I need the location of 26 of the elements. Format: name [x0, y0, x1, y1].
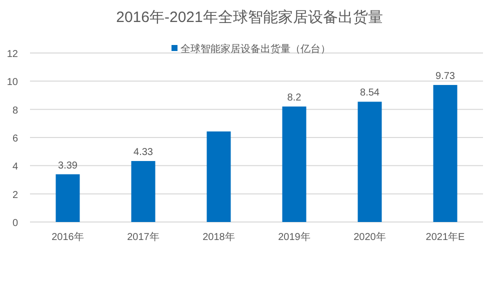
- x-tick-label: 2018年: [202, 231, 235, 243]
- text: 3.39: [58, 160, 78, 172]
- bar: [282, 106, 306, 222]
- x-tick-label: 2021年E: [426, 231, 466, 243]
- y-tick-label: 12: [6, 49, 18, 60]
- y-tick-label: 0: [12, 218, 18, 229]
- y-tick-label: 10: [6, 77, 18, 88]
- text: 4.33: [134, 147, 153, 158]
- y-tick-label: 2: [12, 190, 18, 201]
- text: 8.2: [287, 92, 302, 104]
- x-tick-label: 2020年: [354, 231, 386, 243]
- chart-title: 2016年-2021年全球智能家居设备出货量: [116, 9, 383, 26]
- x-tick-label: 2017年: [127, 231, 160, 243]
- text: 8.54: [360, 88, 380, 99]
- x-tick-label: 2019年: [278, 231, 310, 243]
- y-tick-label: 4: [12, 162, 18, 173]
- y-tick-label: 6: [12, 134, 18, 144]
- text: 9.73: [436, 70, 455, 82]
- y-tick-label: 8: [12, 105, 18, 116]
- bar: [56, 174, 80, 222]
- bar: [358, 102, 382, 222]
- bar: [206, 131, 231, 222]
- bar: [433, 84, 458, 222]
- legend-label: 全球智能家居设备出货量（亿台）: [180, 43, 330, 55]
- bar: [131, 161, 156, 222]
- x-tick-label: 2016年: [52, 231, 84, 243]
